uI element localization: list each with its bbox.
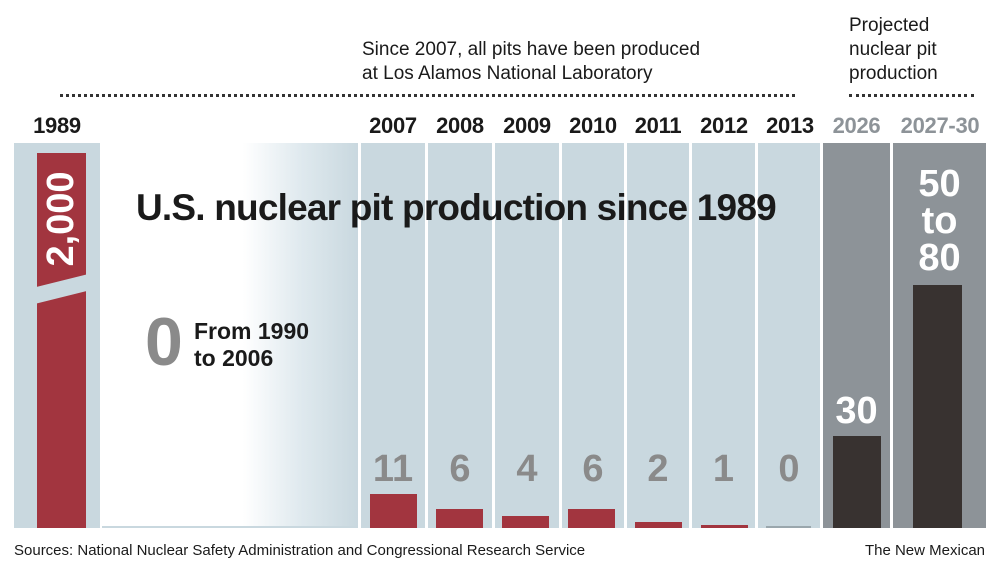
- credit-footer: The New Mexican: [864, 542, 985, 559]
- value-label-2009: 4: [516, 448, 538, 490]
- year-label-2008: 2008: [436, 113, 484, 138]
- value-label-2013: 0: [778, 448, 800, 490]
- value-label-2027-30: 50 to 80: [893, 163, 986, 279]
- year-label-1989: 1989: [33, 113, 81, 138]
- year-label-2007: 2007: [369, 113, 417, 138]
- value-label-2027-30-line3: 80: [918, 237, 961, 279]
- value-label-2026: 30: [835, 390, 878, 432]
- projected-annotation-line3: production: [849, 63, 938, 84]
- gap-range-label: From 1990 to 2006: [194, 318, 309, 372]
- column-bg-gap: [102, 143, 358, 528]
- lanl-annotation-line1: Since 2007, all pits have been produced: [362, 39, 701, 60]
- value-label-2027-30-line2: to: [921, 200, 958, 242]
- projected-annotation-line1: Projected: [849, 15, 930, 36]
- year-label-2013: 2013: [766, 113, 814, 138]
- year-label-2010: 2010: [569, 113, 617, 138]
- gap-baseline: [102, 526, 358, 528]
- value-label-2007: 11: [372, 448, 414, 490]
- value-label-2012: 1: [712, 448, 735, 490]
- lanl-annotation-line2: at Los Alamos National Laboratory: [362, 63, 653, 84]
- year-label-2026: 2026: [832, 113, 881, 138]
- projected-annotation: Projected nuclear pit production: [849, 14, 989, 86]
- year-label-2027-30: 2027-30: [900, 113, 980, 138]
- year-label-2012: 2012: [700, 113, 748, 138]
- bar-2007: [370, 494, 417, 528]
- bar-1989: [37, 153, 86, 528]
- sources-footer: Sources: National Nuclear Safety Adminis…: [14, 542, 586, 559]
- value-label-1989: 2,000: [40, 171, 82, 267]
- bar-2027-30: [913, 285, 962, 528]
- column-bg-2007: [361, 143, 425, 528]
- bar-2013: [766, 526, 811, 528]
- gap-range-line2: to 2006: [194, 345, 274, 371]
- column-bg-2011: [627, 143, 689, 528]
- projected-annotation-line2: nuclear pit: [849, 39, 937, 60]
- value-label-2010: 6: [582, 448, 604, 490]
- bar-2026: [833, 436, 881, 528]
- bar-2011: [635, 522, 682, 528]
- column-bg-2012: [692, 143, 755, 528]
- bar-2010: [568, 509, 615, 528]
- column-bg-2010: [562, 143, 624, 528]
- value-label-2008: 6: [449, 448, 471, 490]
- year-label-2011: 2011: [634, 113, 682, 138]
- lanl-dotted-rule: [60, 94, 795, 97]
- bar-2009: [502, 516, 549, 528]
- column-bg-2008: [428, 143, 492, 528]
- bar-2008: [436, 509, 483, 528]
- chart-title: U.S. nuclear pit production since 1989: [136, 187, 777, 228]
- year-label-2009: 2009: [503, 113, 551, 138]
- value-label-2011: 2: [647, 448, 669, 490]
- value-label-2027-30-line1: 50: [918, 163, 961, 205]
- column-bg-2013: [758, 143, 820, 528]
- gap-range-line1: From 1990: [194, 318, 310, 344]
- bar-2012: [701, 525, 748, 528]
- gap-value-label: 0: [145, 304, 183, 380]
- projected-dotted-rule: [849, 94, 974, 97]
- column-bg-2009: [495, 143, 559, 528]
- lanl-annotation: Since 2007, all pits have been produced …: [362, 38, 802, 86]
